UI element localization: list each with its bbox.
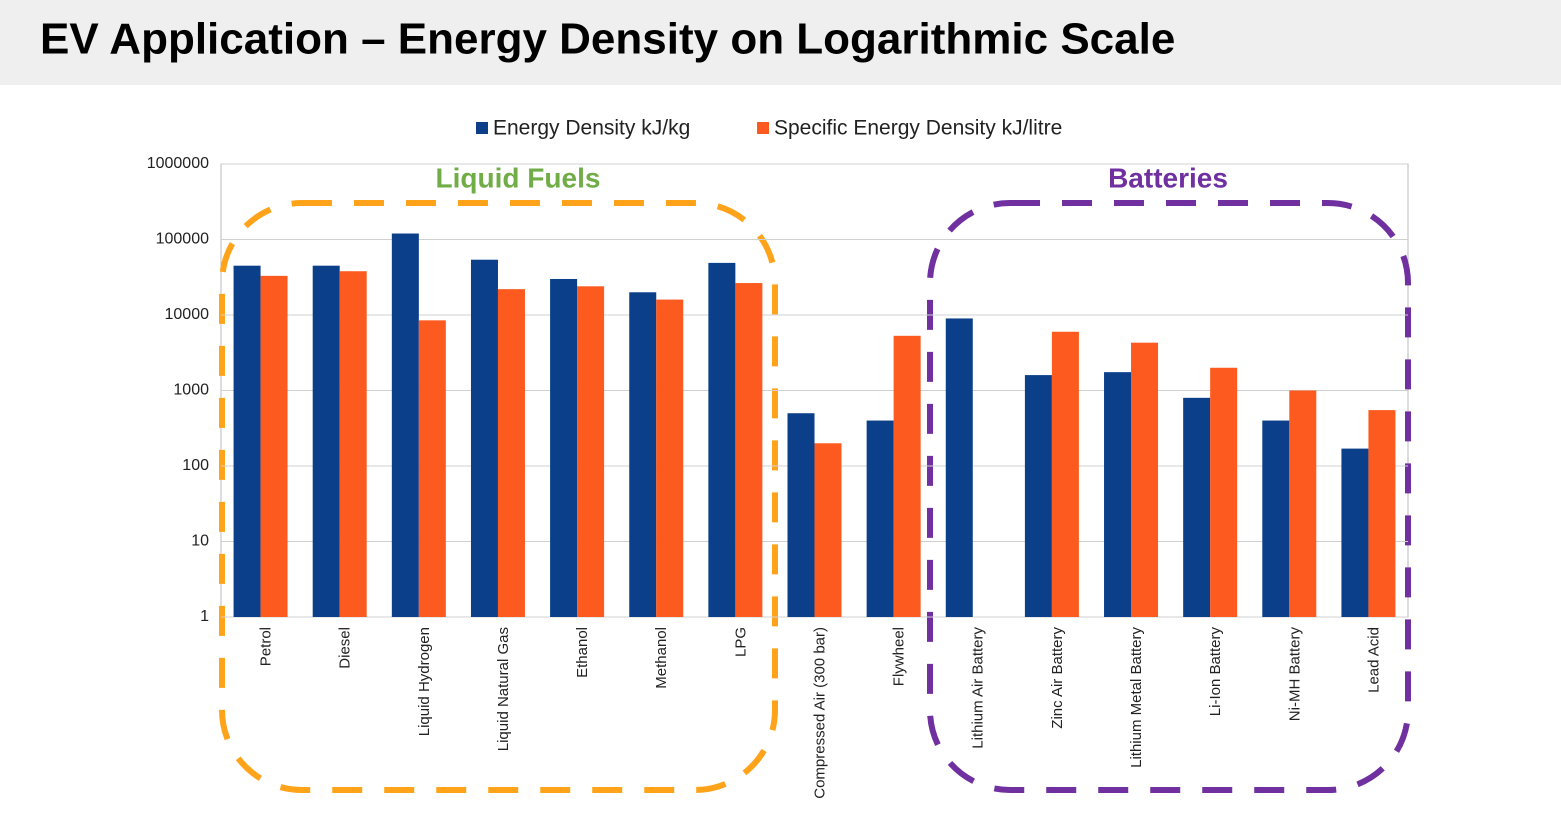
x-tick-label: Ni-MH Battery bbox=[1286, 627, 1303, 722]
annotation: Batteries bbox=[1108, 162, 1228, 193]
legend-label: Specific Energy Density kJ/litre bbox=[774, 117, 1062, 140]
x-tick-label: Zinc Air Battery bbox=[1049, 627, 1066, 729]
bar bbox=[260, 275, 288, 617]
y-tick-label: 10 bbox=[191, 533, 209, 550]
x-tick-label: Liquid Hydrogen bbox=[416, 627, 433, 736]
bar bbox=[1368, 410, 1396, 617]
x-tick-label: LPG bbox=[732, 627, 749, 657]
batteries-box bbox=[927, 200, 1411, 793]
y-tick-label: 1000 bbox=[173, 382, 209, 399]
bar bbox=[312, 265, 340, 617]
bar bbox=[787, 413, 815, 617]
x-tick-label: Methanol bbox=[653, 627, 670, 689]
bar bbox=[945, 318, 973, 617]
bar bbox=[866, 420, 894, 617]
annotation: Liquid Fuels bbox=[436, 162, 601, 193]
y-tick-label: 1 bbox=[200, 608, 209, 625]
bar bbox=[391, 233, 419, 617]
bar bbox=[1104, 372, 1132, 617]
bar bbox=[656, 299, 684, 617]
bar bbox=[418, 320, 446, 617]
legend-swatch bbox=[476, 122, 488, 134]
x-tick-label: Petrol bbox=[258, 627, 275, 666]
bar bbox=[497, 289, 525, 617]
x-tick-label: Compressed Air (300 bar) bbox=[811, 627, 828, 799]
bar bbox=[1183, 397, 1211, 617]
legend-label: Energy Density kJ/kg bbox=[493, 117, 690, 140]
y-tick-label: 1000000 bbox=[147, 155, 209, 172]
bar bbox=[708, 262, 736, 617]
x-tick-label: Lithium Metal Battery bbox=[1128, 627, 1145, 768]
bar bbox=[1341, 448, 1369, 617]
y-tick-label: 100000 bbox=[156, 231, 209, 248]
bar bbox=[550, 278, 578, 617]
bar bbox=[233, 265, 261, 617]
bar bbox=[1210, 367, 1238, 617]
bar bbox=[893, 335, 921, 617]
bar bbox=[629, 292, 657, 617]
chart-title: EV Application – Energy Density on Logar… bbox=[40, 15, 1175, 64]
header-band bbox=[0, 0, 1561, 85]
x-tick-label: Li-Ion Battery bbox=[1207, 627, 1224, 717]
bar bbox=[1131, 342, 1159, 617]
bar bbox=[1051, 331, 1079, 617]
bar bbox=[339, 271, 367, 617]
bar bbox=[735, 283, 763, 617]
y-tick-label: 100 bbox=[182, 457, 209, 474]
bar bbox=[1262, 420, 1290, 617]
bar bbox=[470, 259, 498, 617]
liquid-fuels-box bbox=[219, 200, 778, 793]
bar bbox=[814, 443, 842, 617]
bar bbox=[577, 286, 605, 617]
bar bbox=[1289, 390, 1317, 617]
legend-swatch bbox=[757, 122, 769, 134]
x-tick-label: Ethanol bbox=[574, 627, 591, 678]
x-tick-label: Flywheel bbox=[891, 627, 908, 686]
x-tick-label: Lead Acid bbox=[1365, 627, 1382, 693]
bar bbox=[1024, 375, 1052, 617]
x-tick-label: Lithium Air Battery bbox=[970, 627, 987, 749]
x-tick-label: Liquid Natural Gas bbox=[495, 627, 512, 751]
y-tick-label: 10000 bbox=[165, 306, 210, 323]
x-tick-label: Diesel bbox=[337, 627, 354, 669]
